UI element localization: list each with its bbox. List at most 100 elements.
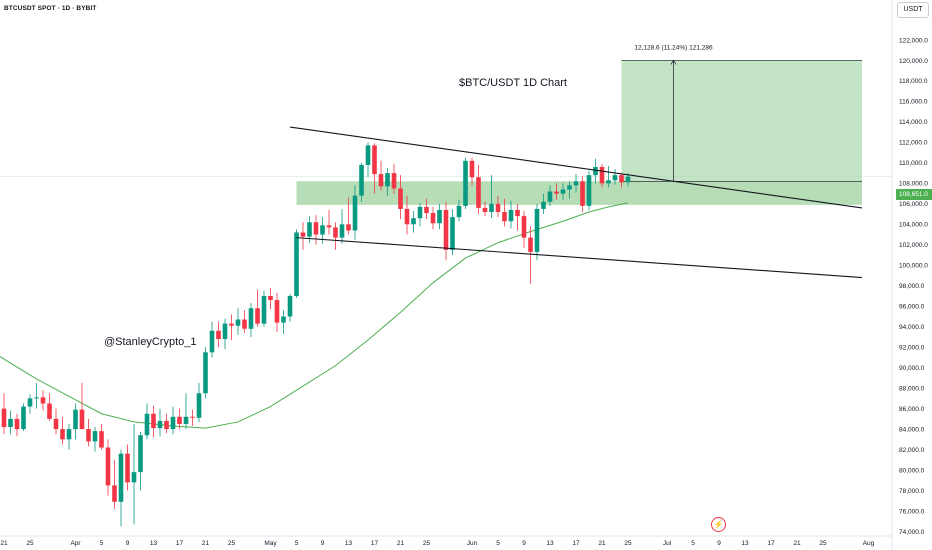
- candle-body: [242, 319, 247, 329]
- time-tick-label: 25: [228, 540, 236, 547]
- price-tick-label: 76,000.0: [899, 508, 925, 515]
- candle-body: [437, 209, 442, 224]
- candle-body: [398, 188, 403, 209]
- candle-body: [567, 185, 572, 190]
- time-tick-label: 21: [598, 540, 606, 547]
- time-tick-label: 17: [572, 540, 580, 547]
- candle-body: [151, 413, 156, 429]
- price-tick-label: 96,000.0: [899, 304, 925, 311]
- price-tick-label: 102,000.0: [899, 242, 928, 249]
- candle-body: [261, 295, 267, 324]
- candle-body: [450, 217, 455, 250]
- candle-body: [196, 393, 202, 418]
- candle-body: [320, 225, 325, 235]
- time-tick-label: 17: [767, 540, 775, 547]
- candle-body: [502, 212, 507, 222]
- candle-body: [593, 166, 598, 176]
- candle-body: [586, 175, 592, 206]
- time-tick-label: 9: [321, 540, 325, 547]
- candle-body: [359, 164, 364, 196]
- price-tick-label: 110,000.0: [899, 160, 928, 167]
- candle-body: [216, 330, 221, 339]
- time-tick-label: 13: [345, 540, 353, 547]
- candle-body: [229, 323, 234, 326]
- candle-body: [281, 316, 286, 323]
- candle-body: [554, 191, 559, 194]
- price-tick-label: 112,000.0: [899, 140, 928, 147]
- price-tick-label: 86,000.0: [899, 406, 925, 413]
- candle-body: [66, 429, 72, 440]
- target-box: [621, 60, 862, 182]
- candle-body: [138, 435, 143, 473]
- candle-body: [92, 431, 98, 442]
- time-tick-label: 9: [717, 540, 721, 547]
- time-tick-label: 25: [819, 540, 827, 547]
- candle-body: [248, 308, 254, 329]
- candle-body: [79, 409, 85, 430]
- time-tick-label: Aug: [863, 540, 875, 547]
- time-tick-label: Jul: [663, 540, 672, 547]
- candle-body: [222, 323, 228, 339]
- price-tick-label: 82,000.0: [899, 447, 925, 454]
- lightning-icon[interactable]: ⚡: [711, 517, 726, 532]
- moving-average-line: [0, 202, 629, 429]
- time-tick-label: 5: [100, 540, 104, 547]
- time-tick-label: 25: [624, 540, 632, 547]
- candle-body: [157, 420, 163, 429]
- currency-selector[interactable]: USDT: [897, 2, 929, 18]
- candle-body: [619, 175, 624, 183]
- time-tick-label: 21: [397, 540, 405, 547]
- time-tick-label: 25: [26, 540, 34, 547]
- price-tick-label: 78,000.0: [899, 488, 925, 495]
- price-tick-label: 90,000.0: [899, 365, 925, 372]
- candle-body: [14, 418, 20, 430]
- candle-body: [144, 413, 150, 436]
- candle-body: [300, 232, 306, 237]
- moving-average-layer: [0, 202, 629, 429]
- candle-body: [183, 416, 189, 424]
- candle-body: [60, 429, 65, 440]
- candle-body: [352, 195, 358, 231]
- candle-body: [521, 216, 527, 238]
- chart-title: $BTC/USDT 1D Chart: [459, 77, 567, 89]
- current-price-badge: 108,651.0: [896, 189, 932, 200]
- time-tick-label: Jun: [467, 540, 478, 547]
- time-tick-label: 9: [126, 540, 130, 547]
- candle-body: [235, 319, 241, 326]
- time-tick-label: 5: [295, 540, 299, 547]
- price-tick-label: 120,000.0: [899, 58, 928, 65]
- candle-body: [372, 145, 377, 175]
- candle-body: [385, 173, 390, 187]
- trendline-lower: [296, 237, 863, 279]
- candle-body: [469, 160, 475, 178]
- candle-body: [378, 174, 384, 187]
- candle-body: [164, 420, 169, 430]
- candle-body: [118, 453, 124, 502]
- candle-body: [99, 431, 104, 448]
- candle-body: [495, 203, 501, 213]
- time-tick-label: 17: [371, 540, 379, 547]
- candle-body: [209, 330, 215, 353]
- candle-body: [625, 176, 631, 183]
- candle-body: [313, 222, 319, 235]
- price-tick-label: 104,000.0: [899, 222, 928, 229]
- time-tick-label: 13: [150, 540, 158, 547]
- candle-body: [131, 472, 137, 483]
- price-tick-label: 92,000.0: [899, 344, 925, 351]
- candle-body: [73, 409, 78, 430]
- candle-body: [40, 397, 46, 404]
- candle-body: [339, 224, 345, 238]
- time-tick-label: 13: [741, 540, 749, 547]
- candle-body: [424, 206, 429, 214]
- candle-body: [326, 225, 332, 228]
- support-resistance-zone: [296, 181, 862, 205]
- candle-body: [612, 175, 618, 181]
- time-tick-label: 5: [496, 540, 500, 547]
- candle-body: [580, 181, 585, 206]
- price-tick-label: 100,000.0: [899, 263, 928, 270]
- text-layer: $BTC/USDT 1D Chart @StanleyCrypto_1 12,128…: [104, 44, 713, 348]
- candle-body: [307, 222, 312, 237]
- candle-body: [606, 180, 611, 184]
